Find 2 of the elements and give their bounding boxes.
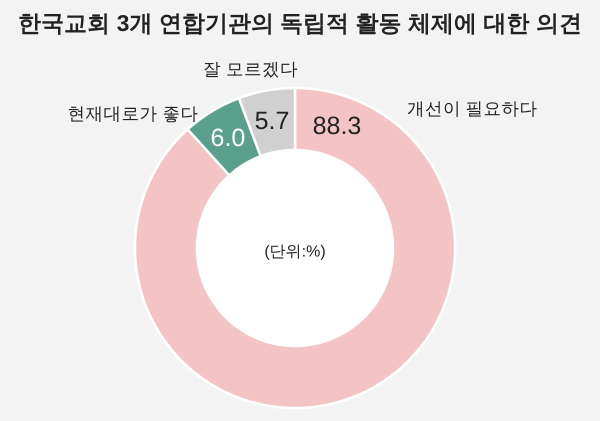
annotation: (단위:%) bbox=[264, 244, 326, 260]
title: 한국교회 3개 연합기관의 독립적 활동 체제에 대한 의견 bbox=[18, 10, 582, 36]
